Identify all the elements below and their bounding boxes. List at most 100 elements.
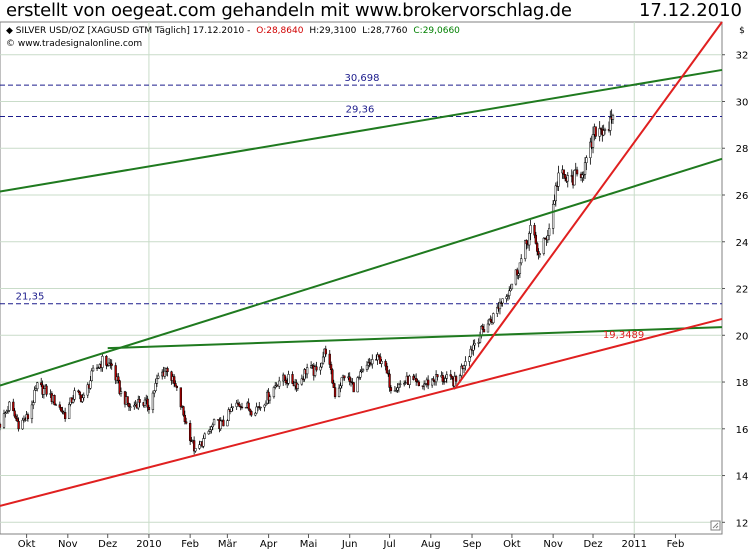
y-tick-label: 32 [736,51,749,62]
candle-body [6,410,10,412]
level-label: 29,36 [346,104,375,115]
candle-body [478,335,482,343]
x-tick-label: 2011 [622,539,647,550]
candle-body [585,157,588,163]
candle-body [395,390,398,392]
level-label: 21,35 [16,292,45,303]
candle-body [90,370,93,382]
candle-body [337,387,341,397]
candle-body [137,399,140,409]
y-tick-label: 22 [736,285,749,296]
candle-body [208,429,212,432]
trendline-label: 19,3489 [603,330,644,341]
candle-body [91,367,95,372]
candle-body [175,386,178,388]
candle-body [272,387,276,398]
horizontal-levels: 30,698 29,36 21,35 [0,73,722,305]
candle-body [603,129,607,131]
candle-body [117,376,120,381]
candle-body [553,200,556,205]
candle-body [365,364,369,370]
candle-body [192,440,196,452]
y-tick-label: 20 [736,331,749,342]
candle-body [536,243,539,252]
candle-body [118,380,121,394]
candle-body [320,362,323,368]
candle-body [376,354,379,361]
candle-body [4,412,7,414]
candle-body [255,406,258,414]
x-tick-label: Mai [300,539,318,550]
candle-body [501,298,504,304]
candle-body [40,382,43,386]
candle-body [468,356,471,362]
candle-body [442,381,446,383]
candle-body [423,383,426,387]
candle-body [343,375,346,379]
candle-body [380,360,383,364]
candle-body [114,365,117,381]
x-tick-label: Feb [667,539,685,550]
candle-body [329,364,333,371]
candle-body [533,225,536,236]
candle-body [482,329,486,333]
candle-body [510,283,514,290]
candle-body [573,169,576,186]
candle-body [107,362,111,366]
candle-body [305,367,309,375]
candle-body [2,413,6,428]
candle-body [110,363,113,366]
candle-body [562,169,565,175]
candle-body [53,395,56,406]
candle-body [235,402,238,407]
candle-body [78,391,81,396]
candle-body [296,383,299,389]
candle-body [328,353,331,365]
candle-body [516,269,519,276]
candle-body [231,406,234,408]
x-tick-label: 2010 [136,539,161,550]
candle-body [185,421,188,424]
candle-body [566,175,569,182]
candle-body [97,367,100,369]
ohlc-bullet-icon: ◆ [6,26,16,36]
resize-grip-icon[interactable] [710,520,721,531]
candle-body [106,365,109,367]
candle-body [331,369,334,384]
candle-body [444,378,447,382]
candle-body [397,384,401,389]
source-url: www.tradesignalonline.com [18,39,142,49]
candle-body [538,253,541,256]
candle-body [45,385,48,395]
candle-body [198,444,201,449]
candle-body [26,414,30,419]
candle-body [492,313,495,323]
candle-body [547,228,551,236]
x-tick-label: Mär [218,539,238,550]
candle-body [81,397,84,402]
candle-body [360,370,363,373]
y-tick-label: 28 [736,144,749,155]
x-axis: Okt Nov Dez 2010 Feb Mär Apr Mai Jun Jul Aug Sep Okt… [18,534,685,550]
candle-body [219,420,222,430]
candle-body [126,396,129,404]
candle-body [525,239,528,245]
candle-body [581,174,584,178]
candle-body [534,234,537,244]
candle-body [86,384,89,396]
currency-symbol: $ [739,26,745,36]
candle-body [151,392,155,410]
candle-body [315,366,318,371]
candle-body [287,374,290,384]
candle-body [194,448,197,452]
candle-body [278,380,281,387]
candle-body [12,401,15,412]
candle-body [36,382,39,390]
candle-body [496,306,499,314]
candle-body [105,355,108,366]
candle-body [367,362,370,366]
candle-body [563,174,567,179]
close-value: C:29,0660 [413,26,460,36]
candle-body [319,366,322,371]
candle-body [454,376,458,382]
